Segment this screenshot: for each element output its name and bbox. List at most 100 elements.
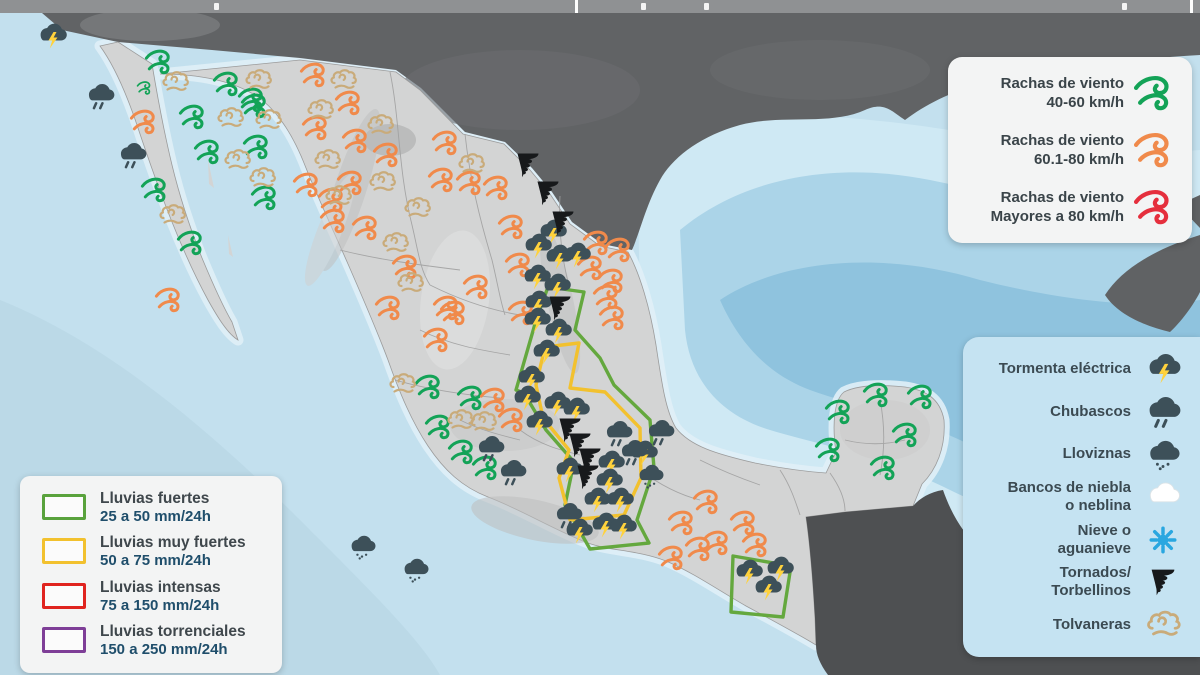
wind-40-60-icon	[1132, 73, 1178, 113]
wind-gust-60-80-icon	[427, 165, 460, 194]
wind-gust-40-60-icon	[814, 435, 847, 464]
wind-gust-60-80-icon	[319, 206, 352, 235]
dust-devil-icon	[253, 107, 283, 133]
wind-legend-row: Rachas de viento 40-60 km/h	[962, 73, 1178, 113]
header-text-fragment	[214, 3, 219, 10]
wind-gust-60-80-icon	[129, 107, 162, 136]
wind-gust-60-80-icon	[439, 298, 472, 327]
wind-gust-40-60-icon	[906, 382, 939, 411]
thunderstorm-icon	[593, 448, 627, 478]
rain-legend-title: Lluvias torrenciales	[100, 622, 246, 640]
showers-icon	[602, 418, 635, 447]
wind-gust-40-60-icon	[424, 412, 457, 441]
wind-legend-range: 60.1-80 km/h	[1033, 150, 1124, 168]
wind-gust-60-80-icon	[729, 508, 762, 537]
wind-gust-40-60-icon	[242, 132, 275, 161]
thunderstorm-icon	[731, 557, 765, 587]
thunderstorm-icon	[551, 455, 585, 485]
thunderstorm-icon	[520, 288, 554, 318]
wind-legend-title: Rachas de viento	[1000, 131, 1124, 149]
wind-gust-60-80-icon	[422, 325, 455, 354]
wind-gust-40-60-icon	[862, 380, 895, 409]
legend-row-lloviznas: Lloviznas	[971, 436, 1184, 472]
rain-legend-row: Lluvias torrenciales 150 a 250 mm/24h	[32, 623, 270, 659]
wind-gust-60-80-icon	[741, 530, 774, 559]
showers-icon	[474, 433, 507, 462]
dust-devil-icon	[367, 169, 397, 195]
snow-icon	[1142, 525, 1184, 555]
wind-legend-row: Rachas de viento 60.1-80 km/h	[962, 130, 1178, 170]
legend-label: Tolvaneras	[1052, 615, 1131, 633]
wind-over-80-icon	[1132, 187, 1178, 227]
thunderstorm-icon	[35, 21, 69, 51]
weather-phenomena-legend: Tormenta eléctrica Chubascos Lloviznas B…	[963, 337, 1200, 657]
thunderstorm-icon	[539, 389, 573, 419]
wind-gust-60-80-icon	[592, 282, 625, 311]
legend-row-nieve: Nieve o aguanieve	[971, 522, 1184, 558]
dust-devil-icon	[456, 151, 486, 177]
wind-legend-range: 40-60 km/h	[1046, 94, 1124, 112]
wind-gust-40-60-icon	[193, 137, 226, 166]
purple-zone-swatch	[42, 626, 86, 653]
wind-gust-40-60-icon	[414, 372, 447, 401]
dust-devil-icon	[160, 69, 190, 95]
cropped-header-bar	[0, 0, 1200, 13]
dust-devil-icon	[468, 409, 498, 435]
thunderstorm-icon	[626, 438, 660, 468]
drizzle-icon	[400, 556, 431, 583]
rain-legend-row: Lluvias muy fuertes 50 a 75 mm/24h	[32, 534, 270, 570]
wind-gust-40-60-icon	[471, 453, 504, 482]
wind-gust-60-80-icon	[582, 228, 615, 257]
thunderstorm-icon	[1142, 351, 1184, 386]
wind-gust-60-80-icon	[372, 140, 405, 169]
rain-legend-title: Lluvias intensas	[100, 578, 221, 596]
wind-gust-60-80-icon	[301, 113, 334, 142]
showers-icon	[84, 81, 117, 110]
showers-icon	[496, 457, 529, 486]
wind-gust-60-80-icon	[597, 266, 630, 295]
wind-gust-legend: Rachas de viento 40-60 km/h Rachas de vi…	[948, 57, 1192, 243]
rain-legend-range: 150 a 250 mm/24h	[100, 640, 228, 658]
legend-row-tolvaneras: Tolvaneras	[971, 607, 1184, 643]
dust-devil-icon	[402, 195, 432, 221]
wind-gust-40-60-icon	[447, 437, 480, 466]
dust-devil-icon	[445, 407, 475, 433]
tornado-icon	[1142, 568, 1184, 596]
wind-gust-60-80-icon	[317, 185, 350, 214]
wind-gust-60-80-icon	[604, 235, 637, 264]
wind-60-80-icon	[1132, 130, 1178, 170]
legend-row-niebla: Bancos de niebla o neblina	[971, 479, 1184, 515]
tornado-icon	[548, 295, 572, 321]
wind-gust-40-60-icon	[212, 69, 245, 98]
rain-legend-title: Lluvias fuertes	[100, 490, 210, 508]
dust-devil-icon	[323, 183, 353, 209]
wind-gust-40-60-icon	[178, 102, 211, 131]
wind-gust-60-80-icon	[299, 60, 332, 89]
wind-legend-title: Rachas de viento	[1000, 75, 1124, 93]
red-zone-swatch	[42, 582, 86, 609]
wind-gust-40-60-icon	[144, 47, 177, 76]
rain-legend-range: 50 a 75 mm/24h	[100, 552, 211, 570]
wind-legend-row: Rachas de viento Mayores a 80 km/h	[962, 187, 1178, 227]
showers-icon	[552, 500, 585, 529]
wind-gust-60-80-icon	[497, 212, 530, 241]
wind-gust-40-60-icon	[136, 80, 154, 96]
tornado-icon	[576, 464, 600, 490]
tornado-icon	[551, 210, 575, 236]
wind-gust-60-80-icon	[507, 298, 540, 327]
yellow-zone-swatch	[42, 538, 86, 565]
dust-devil-icon	[387, 371, 417, 397]
wind-gust-60-80-icon	[431, 128, 464, 157]
wind-gust-60-80-icon	[576, 253, 609, 282]
dust-devil-icon	[222, 147, 252, 173]
wind-gust-60-80-icon	[504, 250, 537, 279]
legend-label: Bancos de niebla o neblina	[1007, 478, 1131, 514]
thunderstorm-icon	[519, 262, 553, 292]
dust-devil-icon	[215, 105, 245, 131]
wind-gust-60-80-icon	[667, 508, 700, 537]
wind-gust-60-80-icon	[334, 88, 367, 117]
thunderstorm-icon	[559, 240, 593, 270]
green-zone-swatch	[42, 494, 86, 521]
wind-gust-40-60-icon	[237, 85, 270, 114]
